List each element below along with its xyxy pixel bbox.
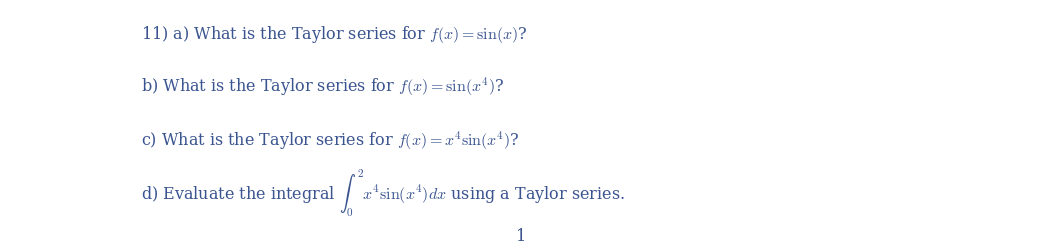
Text: 11) a) What is the Taylor series for $f(x) = \sin(x)$?: 11) a) What is the Taylor series for $f(… [141,23,528,45]
Text: 1: 1 [516,228,527,244]
Text: d) Evaluate the integral $\int_0^2 x^4 \sin(x^4)dx$ using a Taylor series.: d) Evaluate the integral $\int_0^2 x^4 \… [141,167,625,218]
Text: c) What is the Taylor series for $f(x) = x^4 \sin(x^4)$?: c) What is the Taylor series for $f(x) =… [141,129,519,151]
Text: b) What is the Taylor series for $f(x) = \sin(x^4)$?: b) What is the Taylor series for $f(x) =… [141,76,504,98]
